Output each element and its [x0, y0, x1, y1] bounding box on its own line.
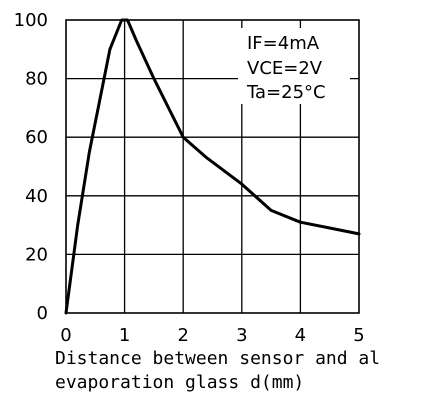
- x-axis-label-line-2: evaporation glass d(mm): [55, 372, 304, 393]
- y-tick-label-0: 0: [37, 303, 48, 324]
- x-tick-label-1: 1: [119, 325, 130, 346]
- axes-group: [65, 19, 360, 314]
- y-tick-label-80: 80: [25, 69, 48, 90]
- annotation-ta: Ta=25°C: [246, 82, 326, 103]
- annotation-if: IF=4mA: [247, 33, 320, 54]
- x-tick-label-3: 3: [236, 325, 247, 346]
- x-tick-label-0: 0: [60, 325, 71, 346]
- annotation-vce: VCE=2V: [247, 58, 323, 79]
- annotation-background: [238, 28, 350, 104]
- x-tick-label-4: 4: [295, 325, 306, 346]
- x-tick-label-5: 5: [353, 325, 364, 346]
- y-tick-label-100: 100: [14, 10, 48, 31]
- y-tick-label-20: 20: [25, 244, 48, 265]
- data-series-line: [64, 18, 361, 315]
- x-axis-label-line-1: Distance between sensor and al: [55, 348, 380, 369]
- x-tick-label-2: 2: [177, 325, 188, 346]
- y-tick-label-40: 40: [25, 186, 48, 207]
- plot-frame: [65, 19, 360, 314]
- y-tick-label-60: 60: [25, 127, 48, 148]
- data-curve-group: [64, 18, 361, 315]
- annotation-box: IF=4mA VCE=2V Ta=25°C: [238, 28, 350, 104]
- tick-labels-group: 0 20 40 60 80 100 0 1 2 3 4 5: [14, 10, 365, 346]
